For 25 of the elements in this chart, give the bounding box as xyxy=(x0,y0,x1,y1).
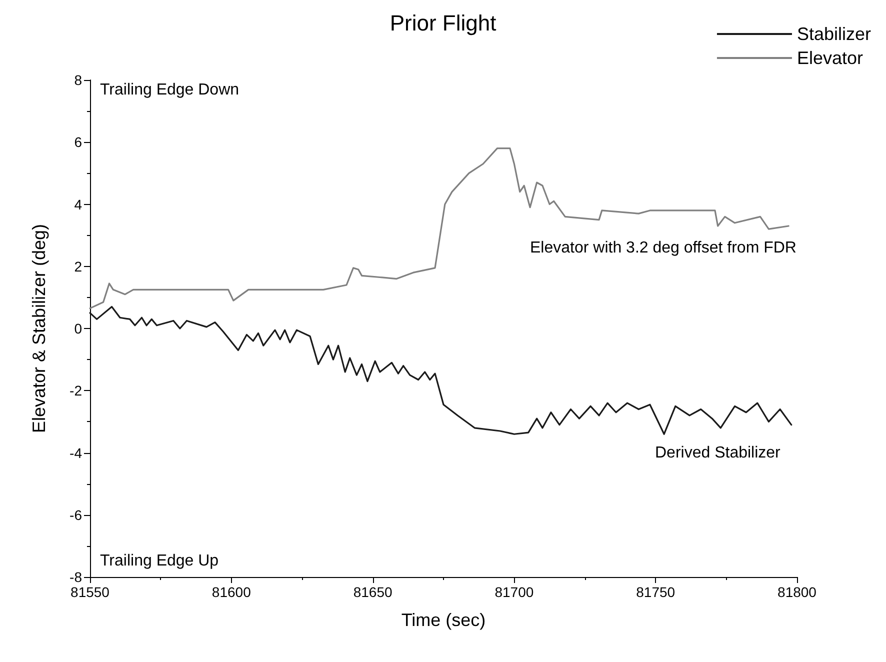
x-tick-label: 81700 xyxy=(494,584,534,600)
x-tick-label: 81750 xyxy=(636,584,676,600)
y-tick-label: 6 xyxy=(74,134,82,150)
y-tick-label: -6 xyxy=(70,506,82,523)
y-tick-label: 8 xyxy=(74,72,82,88)
annotation: Derived Stabilizer xyxy=(655,444,782,462)
x-axis-title: Time (sec) xyxy=(401,610,486,630)
y-tick-label: -4 xyxy=(70,444,82,461)
annotation: Elevator with 3.2 deg offset from FDR xyxy=(530,240,796,256)
y-tick-label: -2 xyxy=(70,382,82,399)
y-tick-label: 2 xyxy=(74,258,82,274)
x-tick-label: 81600 xyxy=(212,584,252,600)
y-tick-label: 4 xyxy=(74,196,82,212)
chart-title: Prior Flight xyxy=(390,10,496,36)
x-tick-label: 81650 xyxy=(353,584,392,600)
annotation: Trailing Edge Up xyxy=(100,552,219,570)
legend-label: Stabilizer xyxy=(796,24,872,44)
legend-label: Elevator xyxy=(796,48,864,68)
y-axis-title: Elevator & Stabilizer (deg) xyxy=(29,224,49,434)
annotation: Trailing Edge Down xyxy=(100,82,240,98)
x-tick-label: 81550 xyxy=(70,584,110,600)
line-series xyxy=(89,306,792,435)
x-tick-label: 81800 xyxy=(778,584,817,600)
y-tick-label: 0 xyxy=(74,320,82,336)
y-tick-label: -8 xyxy=(70,569,82,585)
